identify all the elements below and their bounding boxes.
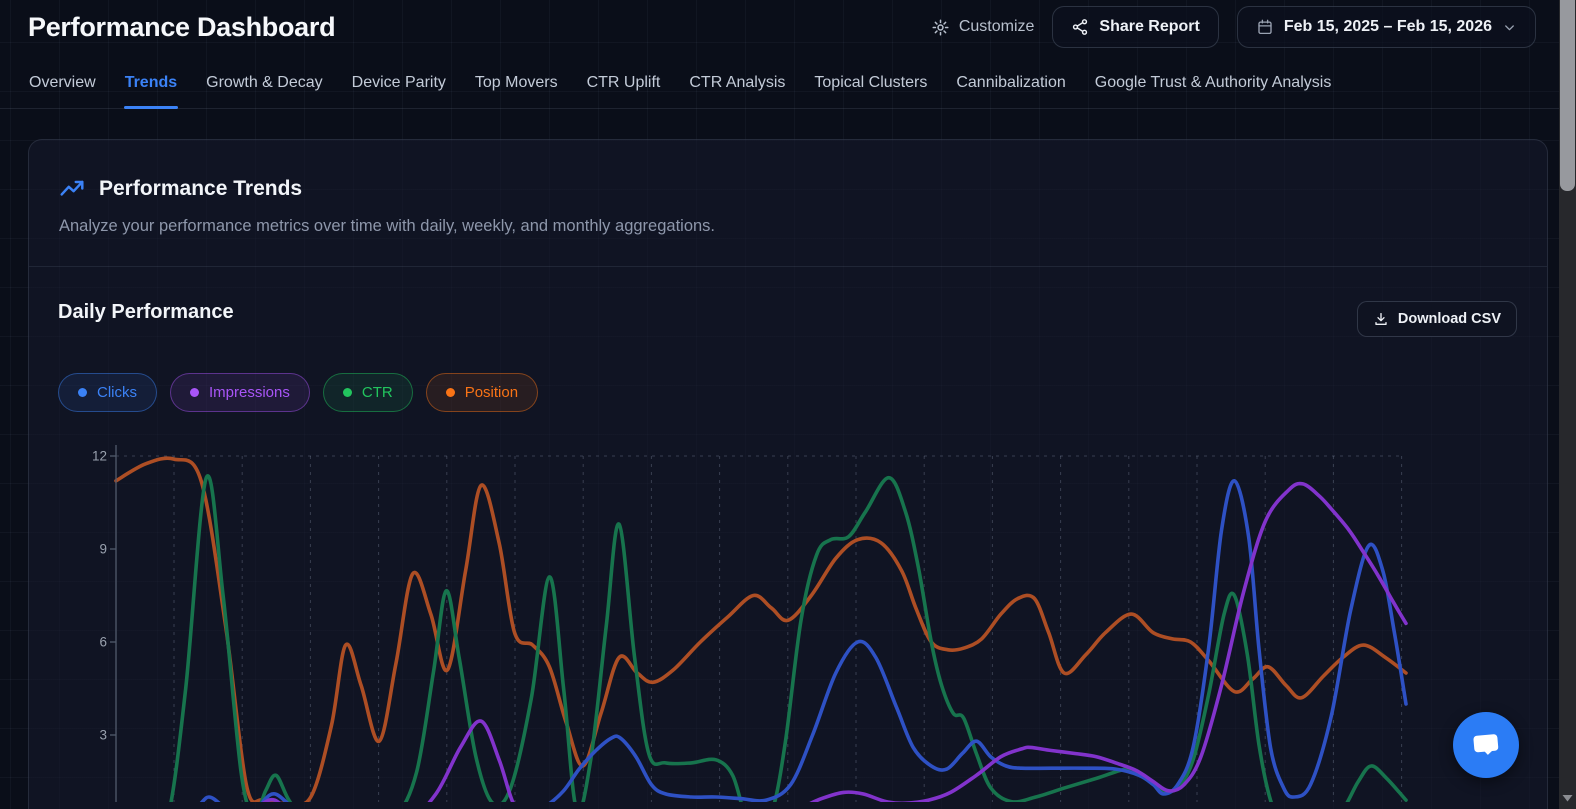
chart-gridlines <box>116 455 1403 802</box>
customize-button[interactable]: Customize <box>931 18 1035 37</box>
y-axis-label-6: 6 <box>99 634 107 650</box>
top-bar-actions: Customize Share Report <box>931 6 1536 48</box>
page-scrollbar[interactable] <box>1559 0 1576 809</box>
trends-section-description: Analyze your performance metrics over ti… <box>59 217 716 235</box>
legend-label-clicks: Clicks <box>97 384 137 401</box>
download-icon <box>1373 311 1389 327</box>
legend-label-impressions: Impressions <box>209 384 290 401</box>
y-axis-label-9: 9 <box>99 541 107 557</box>
legend-chip-position[interactable]: Position <box>425 373 539 412</box>
customize-label: Customize <box>958 18 1035 35</box>
legend-chip-impressions[interactable]: Impressions <box>170 373 310 412</box>
scrollbar-down-arrow[interactable] <box>1559 791 1576 805</box>
legend-dot-clicks <box>78 388 87 397</box>
download-csv-button[interactable]: Download CSV <box>1356 301 1517 337</box>
daily-performance-title: Daily Performance <box>58 301 234 323</box>
tab-device-parity[interactable]: Device Parity <box>351 68 447 108</box>
y-axis-label-3: 3 <box>99 727 107 743</box>
date-range-picker[interactable]: Feb 15, 2025 – Feb 15, 2026 <box>1236 6 1536 48</box>
chat-fab-button[interactable] <box>1453 712 1519 778</box>
series-line-ctr <box>169 474 1408 802</box>
series-line-clicks <box>199 479 1408 802</box>
tab-google-trust-authority-analysis[interactable]: Google Trust & Authority Analysis <box>1094 68 1333 108</box>
tab-ctr-analysis[interactable]: CTR Analysis <box>688 68 786 108</box>
trends-card-header: Performance Trends Analyze your performa… <box>29 140 1547 267</box>
top-bar: Performance Dashboard <box>0 0 1576 48</box>
daily-performance-chart: 3 6 9 12 <box>58 445 1517 802</box>
tab-ctr-uplift[interactable]: CTR Uplift <box>586 68 662 108</box>
series-line-position <box>114 456 1408 802</box>
calendar-icon <box>1256 18 1274 36</box>
daily-performance-section: Daily Performance Download CSV Clicks Imp… <box>29 267 1547 802</box>
legend-chip-clicks[interactable]: Clicks <box>58 373 157 412</box>
chat-icon <box>1467 726 1505 764</box>
tab-bar: Overview Trends Growth & Decay Device Parit… <box>0 68 1576 109</box>
share-report-button[interactable]: Share Report <box>1052 6 1219 48</box>
series-line-impressions <box>261 481 1408 802</box>
legend-dot-position <box>445 388 455 397</box>
legend-label-ctr: CTR <box>361 384 393 401</box>
trend-chart-svg[interactable] <box>110 445 1408 802</box>
chart-series <box>114 456 1408 802</box>
chart-legend: Clicks Impressions CTR Position <box>58 373 1517 412</box>
page-title: Performance Dashboard <box>28 11 336 42</box>
legend-label-position: Position <box>464 384 519 401</box>
legend-dot-impressions <box>190 388 199 397</box>
chart-y-axis: 3 6 9 12 <box>58 445 116 802</box>
chevron-down-icon <box>1502 20 1517 35</box>
trending-up-icon <box>59 176 85 202</box>
tab-growth-decay[interactable]: Growth & Decay <box>205 68 323 108</box>
legend-chip-ctr[interactable]: CTR <box>322 373 413 412</box>
trends-section-title: Performance Trends <box>99 177 303 200</box>
share-report-label: Share Report <box>1099 18 1200 35</box>
chart-axis <box>110 445 117 802</box>
date-range-label: Feb 15, 2025 – Feb 15, 2026 <box>1283 18 1492 35</box>
y-axis-label-12: 12 <box>91 448 107 464</box>
tab-trends[interactable]: Trends <box>123 68 179 109</box>
tab-top-movers[interactable]: Top Movers <box>474 68 559 108</box>
tab-topical-clusters[interactable]: Topical Clusters <box>813 68 928 108</box>
download-csv-label: Download CSV <box>1397 311 1501 327</box>
gear-icon <box>931 18 950 37</box>
tab-overview[interactable]: Overview <box>28 68 97 108</box>
share-icon <box>1071 18 1089 36</box>
tab-cannibalization[interactable]: Cannibalization <box>955 68 1066 108</box>
legend-dot-ctr <box>342 388 352 397</box>
scrollbar-thumb[interactable] <box>1560 0 1575 191</box>
performance-trends-card: Performance Trends Analyze your performa… <box>28 139 1548 809</box>
